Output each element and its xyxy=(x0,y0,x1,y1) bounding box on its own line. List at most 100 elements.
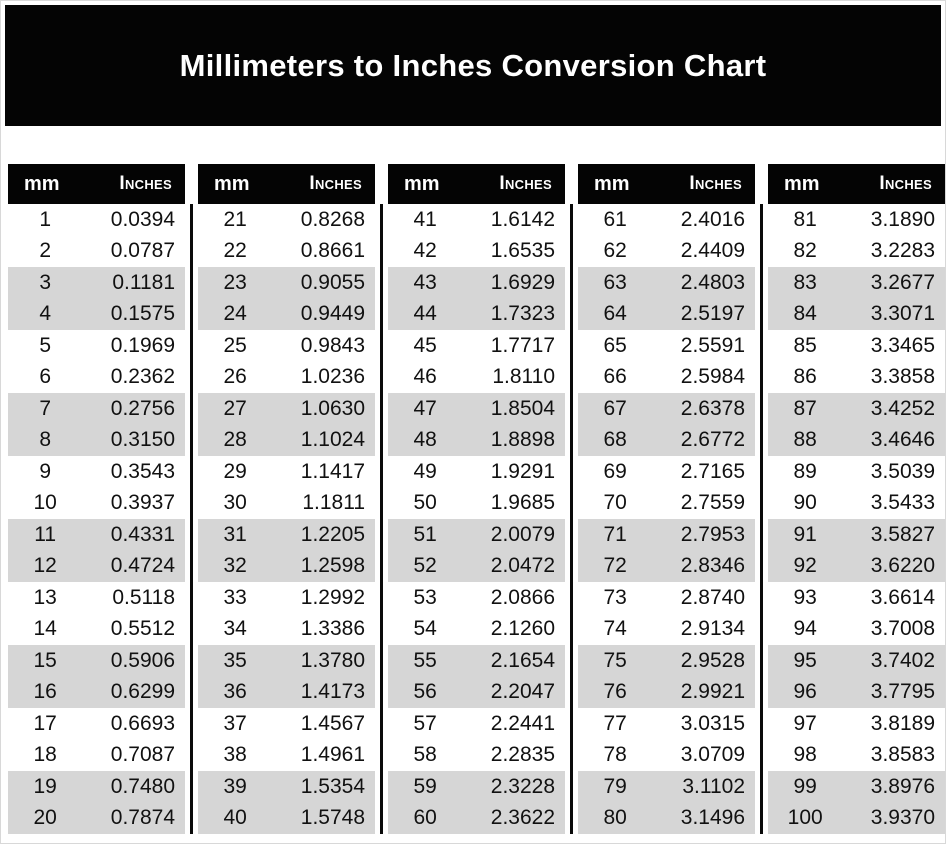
mm-value: 54 xyxy=(413,617,437,641)
mm-value: 6 xyxy=(39,365,51,389)
inches-value: 3.8189 xyxy=(870,711,935,735)
table-row: 7 0.2756 xyxy=(8,393,185,425)
table-row: 73 2.8740 xyxy=(578,582,755,614)
inches-value: 3.6614 xyxy=(870,585,935,609)
table-row: 45 1.7717 xyxy=(388,330,565,362)
mm-value: 18 xyxy=(33,743,57,767)
inches-value: 3.2283 xyxy=(870,239,935,263)
table-row: 46 1.8110 xyxy=(388,361,565,393)
inches-value: 1.2205 xyxy=(300,522,365,546)
mm-value: 42 xyxy=(413,239,437,263)
inches-value: 1.6142 xyxy=(490,207,555,231)
inches-value: 0.6693 xyxy=(110,711,175,735)
mm-value: 100 xyxy=(787,806,823,830)
mm-value: 67 xyxy=(603,396,627,420)
mm-value: 71 xyxy=(603,522,627,546)
mm-value: 41 xyxy=(413,207,437,231)
table-row: 35 1.3780 xyxy=(198,645,375,677)
table-row: 20 0.7874 xyxy=(8,802,185,834)
table-row: 98 3.8583 xyxy=(768,739,945,771)
inches-value: 1.6535 xyxy=(490,239,555,263)
inches-value: 2.4803 xyxy=(680,270,745,294)
inches-value: 2.5591 xyxy=(680,333,745,357)
table-row: 84 3.3071 xyxy=(768,298,945,330)
mm-value: 48 xyxy=(413,428,437,452)
conversion-table: mm Inches 21 0.8268 22 0.8661 23 0.9055 … xyxy=(198,164,375,834)
table-row: 22 0.8661 xyxy=(198,235,375,267)
inches-value: 1.4173 xyxy=(300,680,365,704)
table-row: 88 3.4646 xyxy=(768,424,945,456)
mm-value: 73 xyxy=(603,585,627,609)
inches-value: 3.5039 xyxy=(870,459,935,483)
mm-value: 94 xyxy=(793,617,817,641)
table-separator xyxy=(380,204,383,834)
mm-value: 1 xyxy=(39,207,51,231)
mm-value: 79 xyxy=(603,774,627,798)
table-row: 50 1.9685 xyxy=(388,487,565,519)
table-header-row: mm Inches xyxy=(8,164,185,204)
inches-value: 2.9134 xyxy=(680,617,745,641)
inches-column-header: Inches xyxy=(879,173,932,194)
mm-value: 72 xyxy=(603,554,627,578)
inches-value: 0.3937 xyxy=(110,491,175,515)
mm-value: 59 xyxy=(413,774,437,798)
inches-value: 2.4409 xyxy=(680,239,745,263)
inches-value: 1.1417 xyxy=(300,459,365,483)
inches-value: 0.8661 xyxy=(300,239,365,263)
table-row: 9 0.3543 xyxy=(8,456,185,488)
mm-value: 2 xyxy=(39,239,51,263)
inches-value: 3.8976 xyxy=(870,774,935,798)
table-body: 21 0.8268 22 0.8661 23 0.9055 24 0.9449 … xyxy=(198,204,375,834)
inches-value: 2.8346 xyxy=(680,554,745,578)
table-row: 60 2.3622 xyxy=(388,802,565,834)
inches-value: 2.2441 xyxy=(490,711,555,735)
title-banner: Millimeters to Inches Conversion Chart xyxy=(5,5,941,126)
mm-value: 76 xyxy=(603,680,627,704)
inches-value: 2.6772 xyxy=(680,428,745,452)
table-row: 64 2.5197 xyxy=(578,298,755,330)
inches-value: 2.1654 xyxy=(490,648,555,672)
mm-value: 21 xyxy=(223,207,247,231)
mm-value: 9 xyxy=(39,459,51,483)
table-separator xyxy=(190,204,193,834)
table-row: 75 2.9528 xyxy=(578,645,755,677)
inches-value: 3.4646 xyxy=(870,428,935,452)
mm-value: 75 xyxy=(603,648,627,672)
mm-value: 91 xyxy=(793,522,817,546)
inches-value: 3.1102 xyxy=(682,774,745,798)
mm-value: 52 xyxy=(413,554,437,578)
inches-value: 0.5118 xyxy=(112,585,175,609)
table-row: 83 3.2677 xyxy=(768,267,945,299)
inches-value: 2.9528 xyxy=(680,648,745,672)
mm-value: 14 xyxy=(33,617,57,641)
mm-value: 77 xyxy=(603,711,627,735)
table-row: 59 2.3228 xyxy=(388,771,565,803)
table-row: 14 0.5512 xyxy=(8,613,185,645)
mm-value: 30 xyxy=(223,491,247,515)
table-row: 38 1.4961 xyxy=(198,739,375,771)
mm-value: 70 xyxy=(603,491,627,515)
mm-value: 27 xyxy=(223,396,247,420)
mm-value: 29 xyxy=(223,459,247,483)
table-row: 26 1.0236 xyxy=(198,361,375,393)
mm-value: 19 xyxy=(33,774,57,798)
conversion-table: mm Inches 1 0.0394 2 0.0787 3 0.1181 4 0… xyxy=(8,164,185,834)
inches-value: 0.7874 xyxy=(110,806,175,830)
mm-value: 97 xyxy=(793,711,817,735)
inches-value: 2.5197 xyxy=(680,302,745,326)
inches-value: 3.8583 xyxy=(870,743,935,767)
table-row: 25 0.9843 xyxy=(198,330,375,362)
table-row: 37 1.4567 xyxy=(198,708,375,740)
inches-column-header: Inches xyxy=(119,173,172,194)
table-row: 18 0.7087 xyxy=(8,739,185,771)
table-row: 58 2.2835 xyxy=(388,739,565,771)
mm-value: 17 xyxy=(33,711,57,735)
mm-value: 66 xyxy=(603,365,627,389)
inches-value: 3.1496 xyxy=(680,806,745,830)
table-row: 2 0.0787 xyxy=(8,235,185,267)
table-separator xyxy=(570,204,573,834)
table-row: 28 1.1024 xyxy=(198,424,375,456)
inches-value: 1.5748 xyxy=(300,806,365,830)
mm-column-header: mm xyxy=(594,172,630,195)
